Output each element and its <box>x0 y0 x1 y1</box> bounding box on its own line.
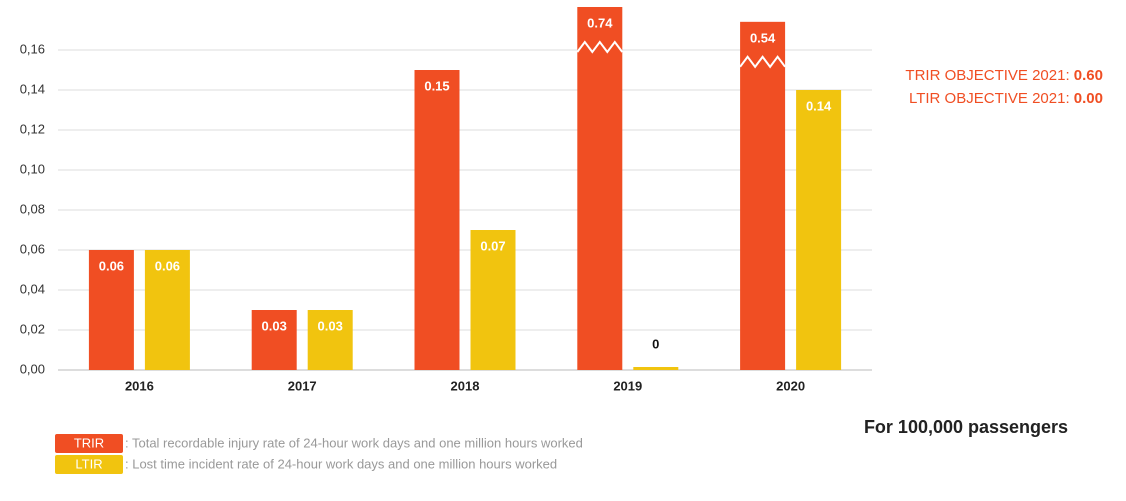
bar <box>577 7 623 370</box>
legend-description: : Total recordable injury rate of 24-hou… <box>125 435 583 450</box>
data-label: 0.74 <box>587 15 613 30</box>
data-label: 0.07 <box>480 238 505 253</box>
x-tick-label: 2018 <box>451 378 480 393</box>
y-tick-label: 0,06 <box>20 241 45 256</box>
objective-value: 0.60 <box>1074 67 1103 84</box>
data-label: 0.15 <box>424 78 449 93</box>
bar <box>796 90 842 370</box>
legend-swatch <box>55 434 123 453</box>
legend-description: : Lost time incident rate of 24-hour wor… <box>125 456 557 471</box>
legend-swatch <box>55 455 123 474</box>
bar <box>307 310 353 370</box>
objective-text: LTIR OBJECTIVE 2021: <box>909 90 1070 107</box>
objective: TRIR OBJECTIVE 2021: 0.60 <box>905 67 1103 84</box>
y-tick-label: 0,16 <box>20 41 45 56</box>
legend-label: LTIR <box>75 456 102 471</box>
axis-break <box>739 55 786 69</box>
x-tick-label: 2016 <box>125 378 154 393</box>
bar <box>88 250 134 370</box>
y-tick-label: 0,10 <box>20 161 45 176</box>
data-label: 0.03 <box>262 318 287 333</box>
bar <box>251 310 297 370</box>
data-label: 0 <box>652 336 659 351</box>
data-label: 0.14 <box>806 98 832 113</box>
objective: LTIR OBJECTIVE 2021: 0.00 <box>909 90 1103 107</box>
y-tick-label: 0,02 <box>20 321 45 336</box>
data-label: 0.06 <box>99 258 124 273</box>
x-tick-label: 2020 <box>776 378 805 393</box>
objective-value: 0.00 <box>1074 90 1103 107</box>
y-tick-label: 0,04 <box>20 281 45 296</box>
data-label: 0.54 <box>750 30 776 45</box>
y-tick-label: 0,12 <box>20 121 45 136</box>
x-tick-label: 2017 <box>288 378 317 393</box>
bar <box>144 250 190 370</box>
bar <box>633 367 679 370</box>
objective-text: TRIR OBJECTIVE 2021: <box>905 67 1069 84</box>
bar <box>740 21 786 371</box>
legend-label: TRIR <box>74 435 104 450</box>
data-label: 0.06 <box>155 258 180 273</box>
bar <box>414 70 460 370</box>
bar <box>470 230 516 370</box>
x-tick-label: 2019 <box>613 378 642 393</box>
y-tick-label: 0,08 <box>20 201 45 216</box>
footnote: For 100,000 passengers <box>864 417 1068 437</box>
axis-break <box>576 40 624 54</box>
data-label: 0.03 <box>318 318 343 333</box>
y-tick-label: 0,14 <box>20 81 45 96</box>
y-tick-label: 0,00 <box>20 361 45 376</box>
